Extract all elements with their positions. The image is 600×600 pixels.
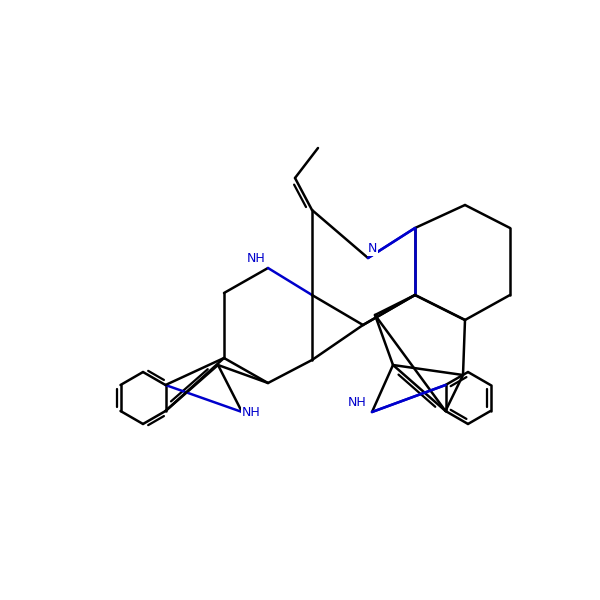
Text: NH: NH [242,406,261,419]
Text: NH: NH [347,396,366,409]
Text: NH: NH [246,252,265,265]
Text: N: N [368,242,377,255]
